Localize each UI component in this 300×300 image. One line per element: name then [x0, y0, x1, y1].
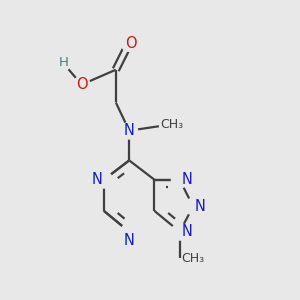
Text: N: N	[124, 233, 135, 248]
Circle shape	[171, 224, 188, 240]
Circle shape	[121, 35, 137, 51]
Text: N: N	[92, 172, 102, 187]
Circle shape	[57, 57, 70, 70]
Circle shape	[185, 198, 201, 215]
Text: N: N	[181, 172, 192, 187]
Circle shape	[96, 171, 112, 188]
Text: CH₃: CH₃	[181, 252, 204, 265]
Text: O: O	[125, 35, 136, 50]
Circle shape	[121, 122, 137, 139]
Text: CH₃: CH₃	[160, 118, 184, 131]
Circle shape	[171, 171, 188, 188]
Text: N: N	[124, 123, 135, 138]
Text: O: O	[76, 77, 88, 92]
Text: H: H	[59, 56, 69, 69]
Text: N: N	[195, 199, 206, 214]
Circle shape	[121, 224, 137, 240]
Text: N: N	[181, 224, 192, 239]
Circle shape	[73, 76, 90, 93]
